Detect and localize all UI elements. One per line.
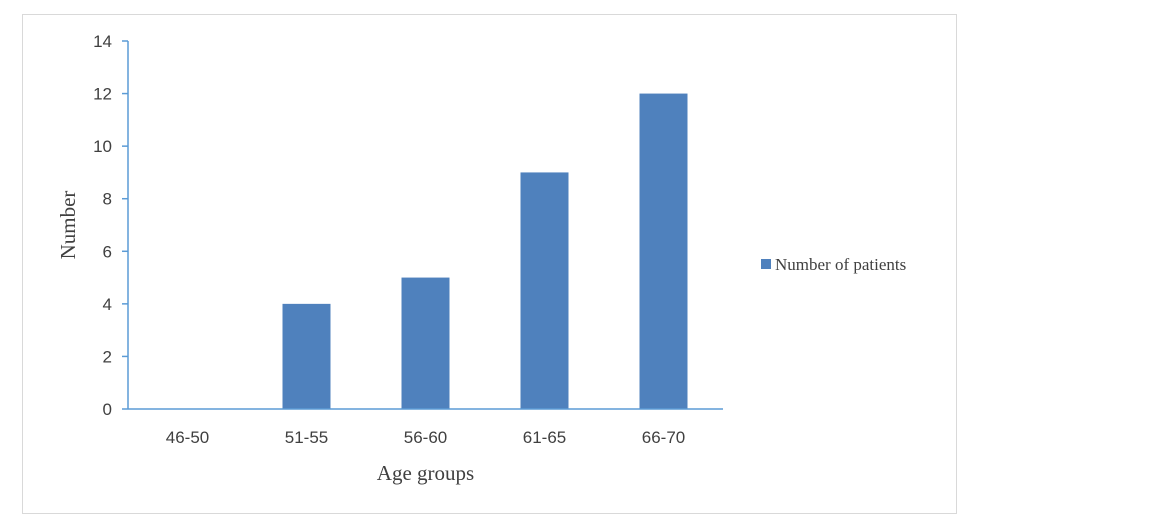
y-tick-label: 14 xyxy=(93,32,112,51)
x-tick-label: 66-70 xyxy=(642,428,685,447)
x-tick-label: 56-60 xyxy=(404,428,447,447)
bar-56-60 xyxy=(401,277,450,409)
bars xyxy=(282,93,688,410)
bar-66-70 xyxy=(639,93,688,410)
y-axis: 0 2 4 6 8 10 12 14 xyxy=(93,32,129,419)
x-tick-label: 61-65 xyxy=(523,428,566,447)
bar-61-65 xyxy=(520,172,569,409)
y-tick-label: 6 xyxy=(103,242,112,261)
x-axis-title: Age groups xyxy=(377,461,474,485)
y-tick-label: 8 xyxy=(103,190,112,209)
legend-label: Number of patients xyxy=(775,255,906,274)
y-tick-label: 4 xyxy=(103,295,112,314)
x-axis: 46-50 51-55 56-60 61-65 66-70 xyxy=(128,408,723,447)
y-tick-label: 2 xyxy=(103,347,112,366)
bar-51-55 xyxy=(282,303,331,409)
x-tick-label: 51-55 xyxy=(285,428,328,447)
legend: Number of patients xyxy=(761,255,906,274)
chart-frame xyxy=(22,14,957,514)
legend-swatch xyxy=(761,259,771,269)
y-axis-title: Number xyxy=(56,191,80,260)
y-tick-label: 0 xyxy=(103,400,112,419)
y-tick-label: 12 xyxy=(93,85,112,104)
x-tick-label: 46-50 xyxy=(166,428,209,447)
y-tick-label: 10 xyxy=(93,137,112,156)
